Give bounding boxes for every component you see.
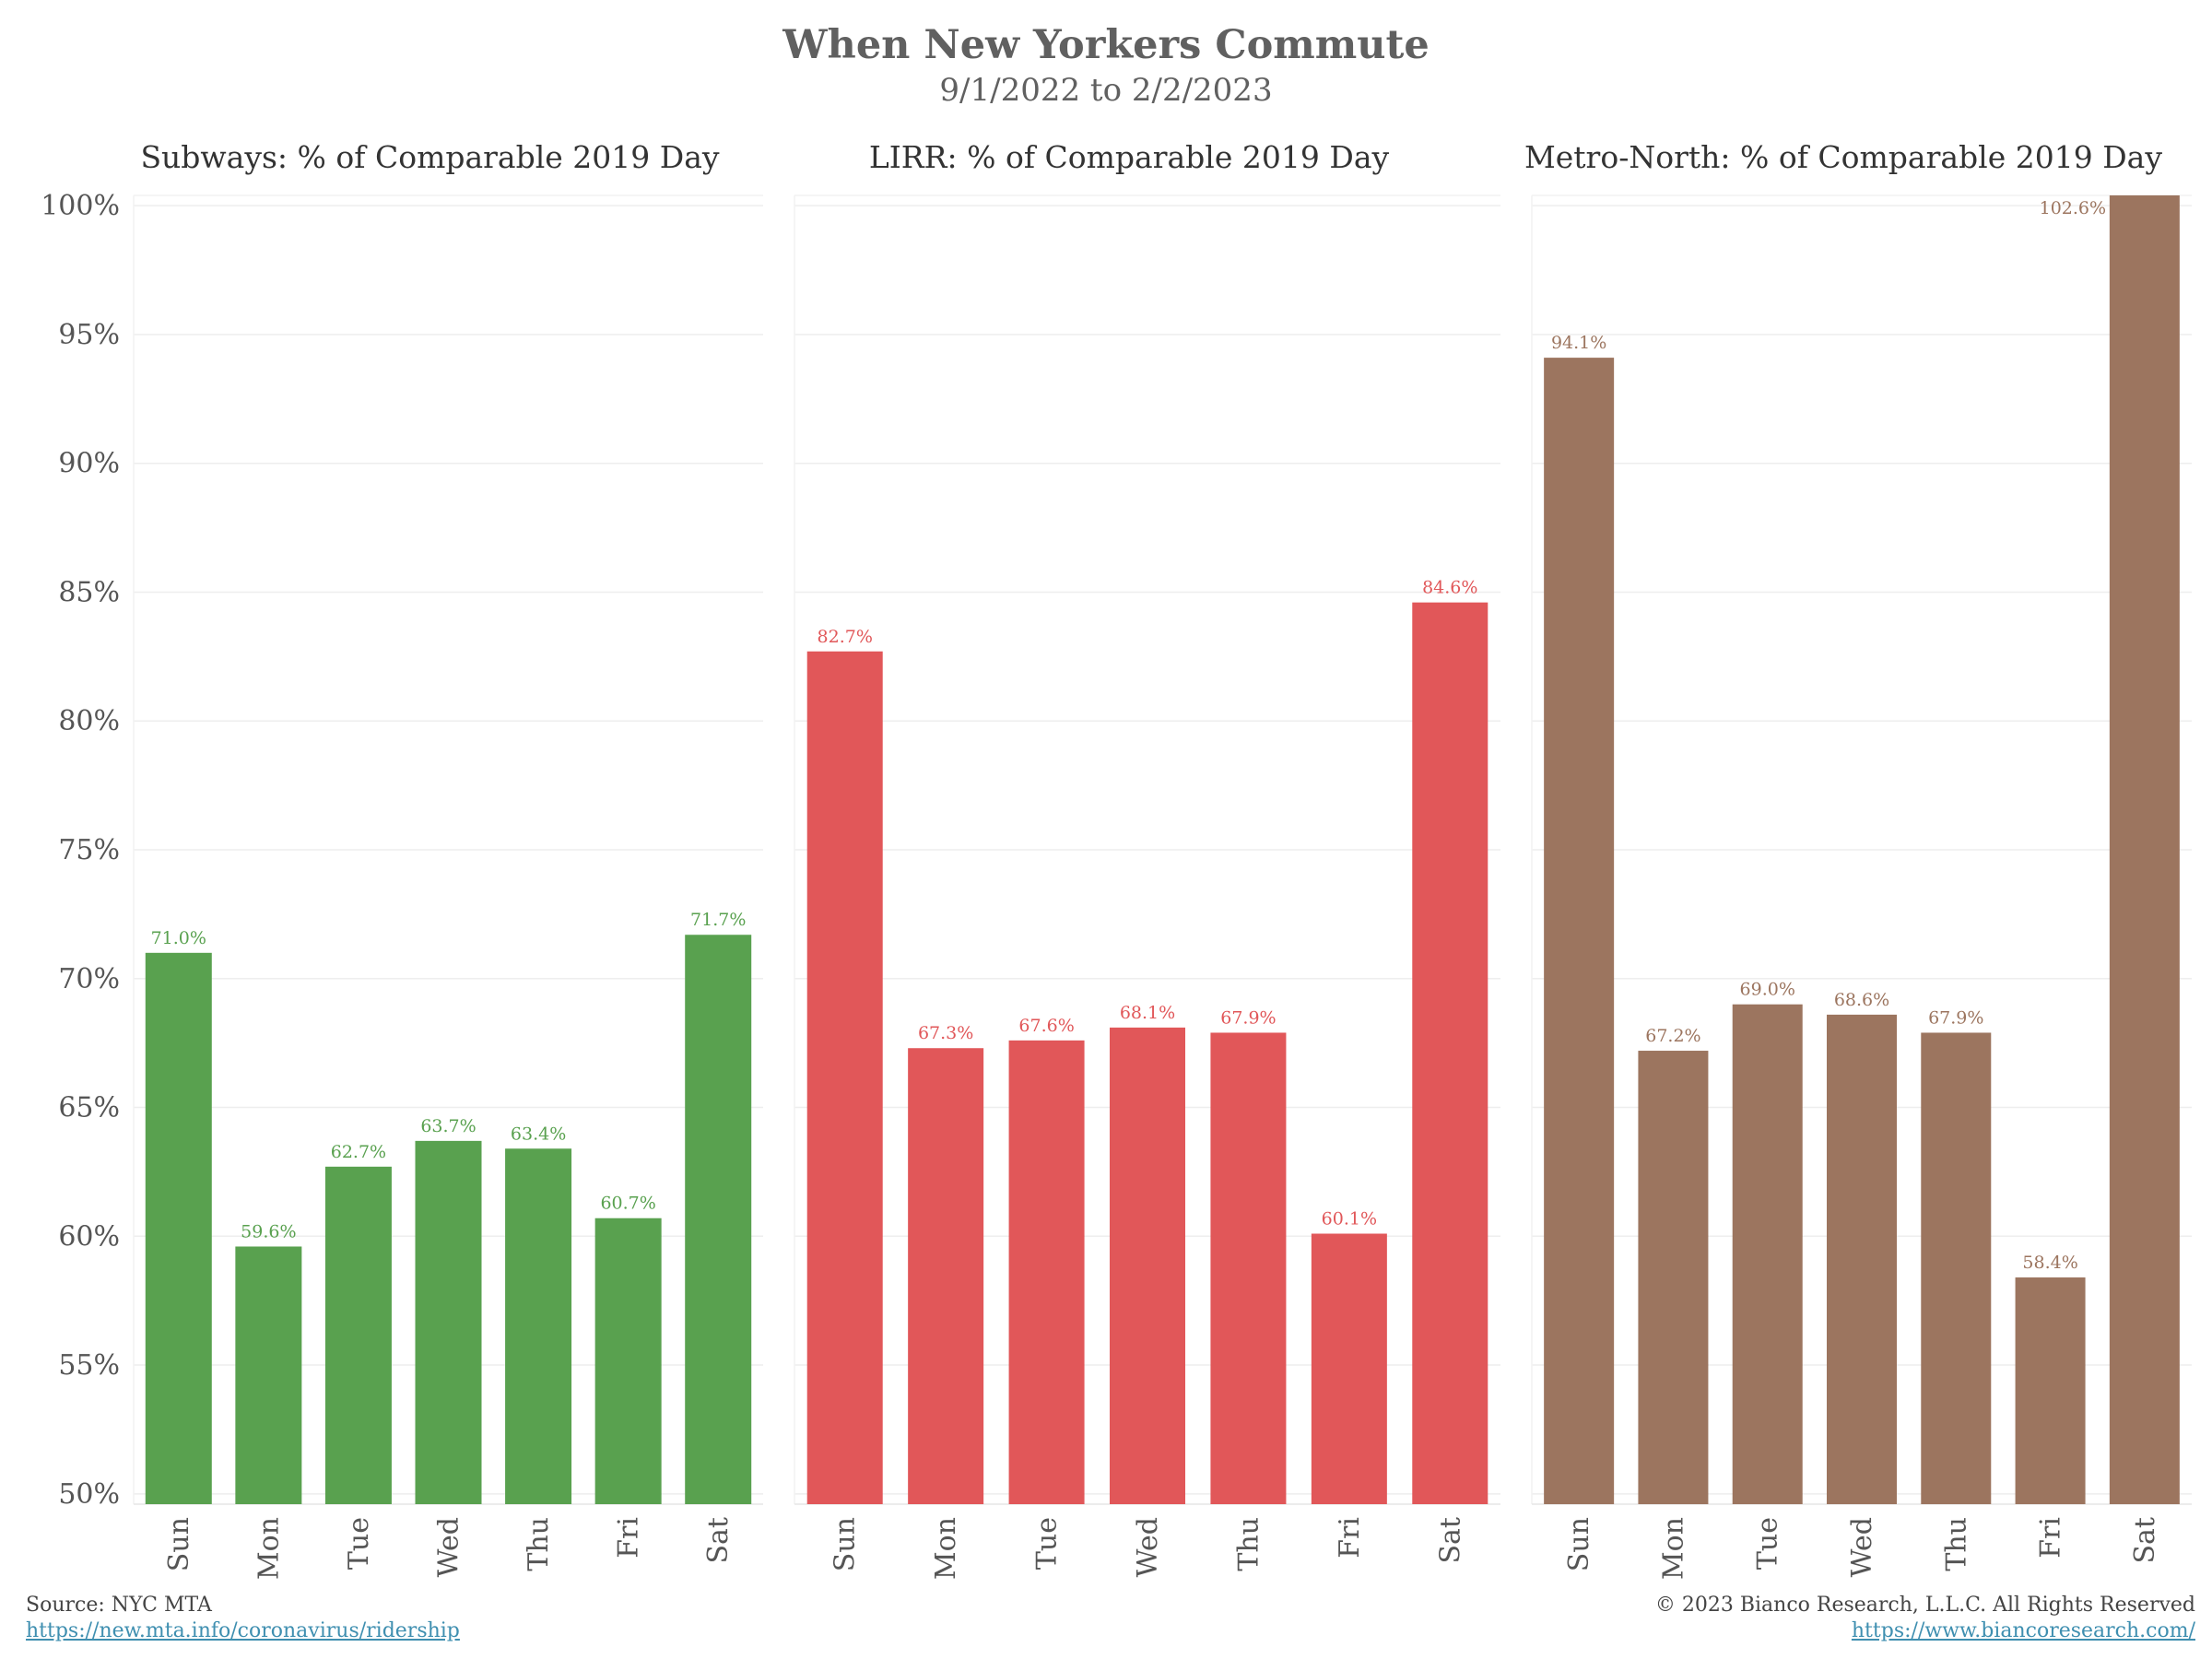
x-tick-label: Mon — [930, 1517, 962, 1580]
y-tick-label: 60% — [58, 1220, 120, 1253]
bar-wed — [1110, 1027, 1185, 1504]
x-tick-label: Mon — [1657, 1517, 1689, 1580]
y-tick-label: 55% — [58, 1349, 120, 1382]
data-label: 60.7% — [600, 1194, 655, 1214]
panel-title: Subways: % of Comparable 2019 Day — [140, 139, 719, 175]
bar-wed — [415, 1140, 482, 1504]
y-tick-label: 90% — [58, 448, 120, 480]
y-tick-label: 100% — [41, 190, 120, 222]
bar-sun — [1544, 358, 1615, 1505]
bar-tue — [1008, 1040, 1085, 1504]
x-tick-label: Sat — [2129, 1517, 2161, 1564]
x-tick-label: Mon — [253, 1517, 285, 1580]
data-label: 68.6% — [1834, 990, 1889, 1010]
bar-sun — [806, 651, 883, 1504]
data-label: 69.0% — [1740, 980, 1795, 1000]
bar-thu — [1210, 1032, 1287, 1504]
bar-thu — [505, 1148, 572, 1504]
x-tick-label: Fri — [1334, 1517, 1366, 1559]
bar-tue — [1732, 1004, 1803, 1504]
x-tick-label: Sat — [1434, 1517, 1466, 1564]
x-tick-label: Wed — [1846, 1517, 1878, 1577]
bar-wed — [1827, 1014, 1897, 1504]
data-label: 84.6% — [1422, 578, 1477, 598]
x-tick-label: Fri — [613, 1517, 645, 1559]
y-tick-label: 80% — [58, 705, 120, 737]
data-label: 68.1% — [1120, 1003, 1175, 1023]
bar-thu — [1921, 1032, 1992, 1504]
source-text: Source: NYC MTA — [26, 1594, 212, 1617]
source-link[interactable]: https://new.mta.info/coronavirus/ridersh… — [26, 1619, 460, 1642]
data-label: 59.6% — [241, 1221, 296, 1241]
copyright-text: © 2023 Bianco Research, L.L.C. All Right… — [1654, 1594, 2195, 1617]
data-label: 63.4% — [511, 1124, 566, 1144]
x-tick-label: Tue — [343, 1517, 375, 1570]
bar-fri — [2015, 1277, 2086, 1504]
bar-fri — [594, 1218, 662, 1504]
data-label: 67.9% — [1928, 1007, 1983, 1028]
x-tick-label: Tue — [1752, 1517, 1784, 1570]
data-label: 67.3% — [918, 1023, 973, 1043]
x-tick-label: Fri — [2035, 1517, 2067, 1559]
data-label: 94.1% — [1551, 333, 1606, 353]
x-tick-label: Wed — [433, 1517, 465, 1577]
source-footer: Source: NYC MTA https://new.mta.info/cor… — [26, 1593, 460, 1644]
bar-fri — [1311, 1233, 1387, 1504]
x-tick-label: Thu — [1940, 1517, 1972, 1571]
bar-mon — [908, 1048, 984, 1504]
y-tick-label: 85% — [58, 576, 120, 608]
bar-tue — [324, 1166, 392, 1504]
copyright-footer: © 2023 Bianco Research, L.L.C. All Right… — [1655, 1593, 2195, 1644]
data-label: 58.4% — [2022, 1253, 2077, 1273]
bar-sat — [2109, 195, 2180, 1504]
data-label: 82.7% — [818, 627, 873, 647]
x-tick-label: Wed — [1132, 1517, 1164, 1577]
x-tick-label: Tue — [1031, 1517, 1064, 1570]
y-tick-label: 75% — [58, 834, 120, 866]
x-tick-label: Sat — [702, 1517, 735, 1564]
data-label: 60.1% — [1322, 1208, 1377, 1229]
x-tick-label: Sun — [163, 1517, 195, 1571]
data-label: 67.6% — [1018, 1016, 1074, 1036]
panel-title: Metro-North: % of Comparable 2019 Day — [1524, 139, 2162, 175]
bar-sun — [145, 952, 212, 1504]
y-tick-label: 95% — [58, 319, 120, 351]
x-tick-label: Sun — [1563, 1517, 1595, 1571]
y-tick-label: 65% — [58, 1092, 120, 1124]
bar-mon — [235, 1246, 302, 1504]
bar-sat — [685, 935, 752, 1504]
chart-title: When New Yorkers Commute — [782, 22, 1430, 68]
data-label: 67.2% — [1645, 1026, 1700, 1046]
y-tick-label: 70% — [58, 963, 120, 995]
data-label: 67.9% — [1220, 1007, 1276, 1028]
site-link[interactable]: https://www.biancoresearch.com/ — [1851, 1619, 2195, 1642]
panel-title: LIRR: % of Comparable 2019 Day — [869, 139, 1390, 175]
x-tick-label: Thu — [1232, 1517, 1265, 1571]
bar-sat — [1412, 602, 1488, 1504]
chart-subtitle: 9/1/2022 to 2/2/2023 — [939, 72, 1273, 109]
data-label: 63.7% — [420, 1116, 476, 1136]
x-tick-label: Sun — [830, 1517, 862, 1571]
data-label: 71.0% — [151, 928, 206, 948]
data-label: 71.7% — [690, 910, 746, 930]
data-label: 102.6% — [2040, 198, 2106, 218]
x-tick-label: Thu — [523, 1517, 555, 1571]
y-tick-label: 50% — [58, 1478, 120, 1511]
bar-mon — [1638, 1051, 1709, 1504]
data-label: 62.7% — [331, 1142, 386, 1162]
